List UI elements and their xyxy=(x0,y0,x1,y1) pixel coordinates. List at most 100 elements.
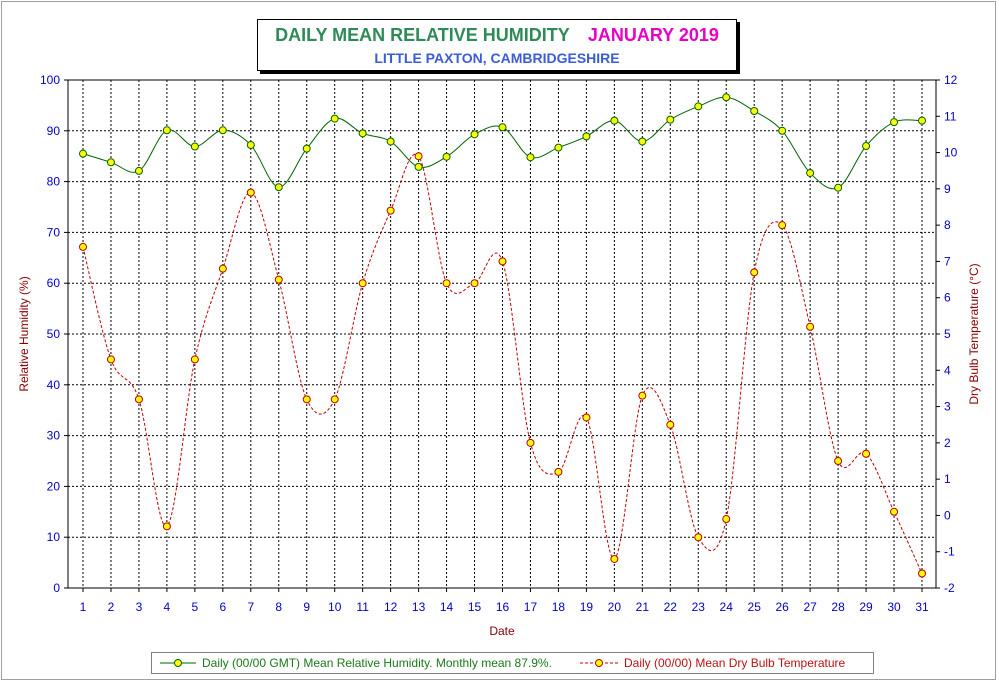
temperature-point-13 xyxy=(414,152,423,161)
chart-title: DAILY MEAN RELATIVE HUMIDITY xyxy=(275,25,570,45)
temperature-point-2 xyxy=(106,355,115,364)
humidity-point-7 xyxy=(246,141,255,150)
humidity-point-30 xyxy=(890,118,899,127)
humidity-point-21 xyxy=(638,137,647,146)
y-tick-label: 10 xyxy=(47,530,61,544)
axes: 0102030405060708090100-2-101234567891011… xyxy=(40,73,958,614)
humidity-point-6 xyxy=(218,126,227,135)
y2-tick-label: 0 xyxy=(944,508,951,522)
y-tick-label: 20 xyxy=(47,479,61,493)
temperature-point-14 xyxy=(442,279,451,288)
temperature-point-16 xyxy=(498,257,507,266)
y2-tick-label: 12 xyxy=(944,73,958,87)
chart-title-date: JANUARY 2019 xyxy=(587,25,719,45)
temperature-point-20 xyxy=(610,554,619,563)
x-tick-label: 20 xyxy=(608,600,622,614)
humidity-point-8 xyxy=(274,183,283,192)
x-axis-label: Date xyxy=(489,624,515,638)
humidity-point-4 xyxy=(162,126,171,135)
temperature-point-22 xyxy=(666,420,675,429)
temperature-point-10 xyxy=(330,395,339,404)
y2-tick-label: 3 xyxy=(944,400,951,414)
y-tick-label: 70 xyxy=(47,225,61,239)
temperature-point-12 xyxy=(386,206,395,215)
temperature-point-26 xyxy=(778,221,787,230)
x-tick-label: 24 xyxy=(720,600,734,614)
temperature-point-15 xyxy=(470,279,479,288)
humidity-point-16 xyxy=(498,123,507,132)
legend-item-humidity: Daily (00/00 GMT) Mean Relative Humidity… xyxy=(158,656,552,670)
y-tick-label: 40 xyxy=(47,378,61,392)
temperature-point-28 xyxy=(834,457,843,465)
temperature-point-1 xyxy=(79,242,87,251)
x-tick-label: 23 xyxy=(692,600,706,614)
y2-tick-label: 5 xyxy=(944,327,951,341)
legend-temperature-label: Daily (00/00) Mean Dry Bulb Temperature xyxy=(624,656,846,670)
y2-tick-label: 10 xyxy=(944,146,958,160)
x-tick-label: 17 xyxy=(524,600,538,614)
temperature-point-6 xyxy=(218,264,227,273)
series-layer xyxy=(79,93,926,578)
humidity-point-17 xyxy=(526,153,535,162)
temperature-point-3 xyxy=(134,395,143,404)
y-axis-label: Relative Humidity (%) xyxy=(17,276,31,391)
humidity-point-24 xyxy=(722,93,731,102)
temperature-point-30 xyxy=(890,507,899,516)
humidity-point-1 xyxy=(79,149,87,158)
x-tick-label: 12 xyxy=(384,600,398,614)
humidity-point-31 xyxy=(918,116,926,125)
x-tick-label: 27 xyxy=(803,600,817,614)
humidity-point-22 xyxy=(666,115,675,124)
x-tick-label: 22 xyxy=(664,600,678,614)
humidity-point-10 xyxy=(330,114,339,123)
x-tick-label: 3 xyxy=(136,600,143,614)
y2-tick-label: 7 xyxy=(944,254,951,268)
x-tick-label: 15 xyxy=(468,600,482,614)
y2-tick-label: 11 xyxy=(944,109,957,123)
y2-tick-label: 9 xyxy=(944,182,951,196)
legend: Daily (00/00 GMT) Mean Relative Humidity… xyxy=(151,652,874,674)
humidity-point-18 xyxy=(554,143,563,152)
x-tick-label: 26 xyxy=(775,600,789,614)
humidity-point-15 xyxy=(470,130,479,139)
legend-humidity-swatch xyxy=(160,659,196,667)
humidity-point-26 xyxy=(778,126,787,135)
y2-tick-label: -1 xyxy=(944,545,955,559)
x-tick-label: 7 xyxy=(247,600,254,614)
humidity-point-19 xyxy=(582,132,591,141)
y2-axis-label: Dry Bulb Temperature (°C) xyxy=(967,263,981,404)
y2-tick-label: 1 xyxy=(944,472,951,486)
x-tick-label: 30 xyxy=(887,600,901,614)
temperature-point-27 xyxy=(806,322,815,331)
x-tick-label: 31 xyxy=(915,600,929,614)
temperature-point-21 xyxy=(638,391,647,400)
y2-tick-label: 8 xyxy=(944,218,951,232)
y2-tick-label: -2 xyxy=(944,581,955,595)
y-tick-label: 90 xyxy=(47,124,61,138)
humidity-point-2 xyxy=(106,158,115,167)
x-tick-label: 5 xyxy=(192,600,199,614)
x-tick-label: 28 xyxy=(831,600,845,614)
humidity-point-28 xyxy=(834,183,843,192)
title-box: DAILY MEAN RELATIVE HUMIDITY JANUARY 2019… xyxy=(257,19,737,71)
x-tick-label: 21 xyxy=(636,600,650,614)
humidity-point-14 xyxy=(442,152,451,161)
humidity-point-3 xyxy=(134,166,143,175)
humidity-point-27 xyxy=(806,168,815,177)
temperature-point-29 xyxy=(862,449,871,458)
temperature-point-18 xyxy=(554,467,563,476)
x-tick-label: 14 xyxy=(440,600,454,614)
temperature-point-24 xyxy=(722,515,731,524)
title-line: DAILY MEAN RELATIVE HUMIDITY JANUARY 2019 xyxy=(258,25,736,46)
humidity-point-23 xyxy=(694,102,703,111)
x-tick-label: 9 xyxy=(303,600,310,614)
legend-temperature-swatch xyxy=(580,659,618,667)
legend-humidity-label: Daily (00/00 GMT) Mean Relative Humidity… xyxy=(202,656,552,670)
humidity-point-25 xyxy=(750,106,759,115)
x-tick-label: 18 xyxy=(552,600,566,614)
humidity-point-20 xyxy=(610,116,619,125)
humidity-point-9 xyxy=(302,144,311,153)
temperature-point-11 xyxy=(358,279,367,288)
x-tick-label: 2 xyxy=(108,600,115,614)
